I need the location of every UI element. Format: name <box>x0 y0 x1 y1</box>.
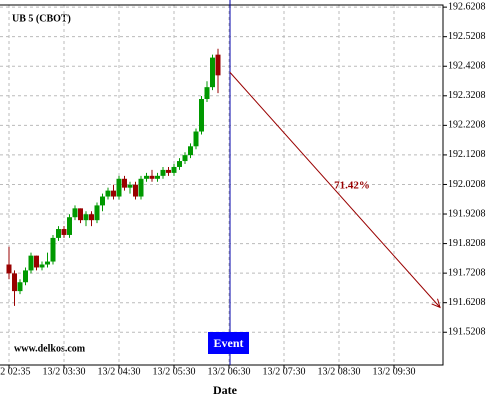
candle-body <box>149 175 155 179</box>
candle-body <box>166 169 171 173</box>
candle-body <box>171 166 177 173</box>
x-axis-title: Date <box>213 383 238 397</box>
candle-body <box>182 155 188 162</box>
y-tick-label: 191.5208 <box>448 327 486 338</box>
candle-body <box>50 237 56 262</box>
candle-body <box>78 208 83 221</box>
watermark: www.delkos.com <box>14 343 86 354</box>
candle-body <box>12 273 17 292</box>
candle-body <box>61 229 67 235</box>
x-tick-label: 13/2 02:35 <box>0 366 31 377</box>
event-box <box>208 332 249 354</box>
candle-body <box>177 161 182 167</box>
x-tick-label: 13/2 04:30 <box>97 366 140 377</box>
x-tick-label: 13/2 06:30 <box>207 366 250 377</box>
y-tick-label: 192.3208 <box>448 90 486 101</box>
candle-body <box>34 255 39 268</box>
x-tick-label: 13/2 07:30 <box>262 366 305 377</box>
candle-body <box>193 131 199 147</box>
projection-label: 71.42% <box>334 180 370 192</box>
candle-body <box>45 261 50 265</box>
y-tick-label: 192.6208 <box>448 1 486 12</box>
candle-body <box>23 270 28 283</box>
candle-body <box>215 54 221 76</box>
candle-body <box>94 205 100 221</box>
y-tick-label: 191.9208 <box>448 208 486 219</box>
candle-body <box>122 178 127 188</box>
candle-body <box>105 190 111 197</box>
candle-body <box>188 146 193 156</box>
x-tick-label: 13/2 09:30 <box>372 366 415 377</box>
x-tick-label: 13/2 05:30 <box>152 366 195 377</box>
x-tick-label: 13/2 03:30 <box>42 366 85 377</box>
candle-body <box>6 264 12 274</box>
candle-body <box>199 98 204 132</box>
y-tick-label: 191.8208 <box>448 238 486 249</box>
candle-body <box>17 282 23 292</box>
y-tick-label: 192.0208 <box>448 179 486 190</box>
event-label: Event <box>214 336 244 350</box>
y-tick-label: 192.5208 <box>448 31 486 42</box>
y-tick-label: 191.6208 <box>448 297 486 308</box>
projection-arrowhead <box>431 298 441 309</box>
y-tick-label: 192.1208 <box>448 149 486 160</box>
candle-body <box>83 214 89 221</box>
candle-body <box>39 264 45 268</box>
candle-body <box>133 184 138 197</box>
y-tick-label: 192.2208 <box>448 120 486 131</box>
x-tick-label: 13/2 08:30 <box>317 366 360 377</box>
candle-body <box>89 214 94 221</box>
y-tick-label: 191.7208 <box>448 267 486 278</box>
candle-body <box>100 196 105 206</box>
candle-body <box>56 229 61 238</box>
candle-body <box>144 175 149 179</box>
candle-body <box>72 208 78 218</box>
candle-body <box>155 175 160 179</box>
candle-body <box>138 178 144 197</box>
candle-body <box>111 190 116 197</box>
candle-body <box>210 57 215 88</box>
candle-body <box>116 178 122 197</box>
candle-body <box>127 184 133 188</box>
candle-body <box>67 217 72 235</box>
axis-frame <box>0 4 444 366</box>
projection-line <box>229 72 441 308</box>
candle-body <box>28 255 34 271</box>
chart-title: UB 5 (CBOT) <box>12 13 71 24</box>
candle-body <box>204 87 210 99</box>
y-tick-label: 192.4208 <box>448 61 486 72</box>
candle-body <box>160 169 166 176</box>
grid <box>0 5 443 365</box>
